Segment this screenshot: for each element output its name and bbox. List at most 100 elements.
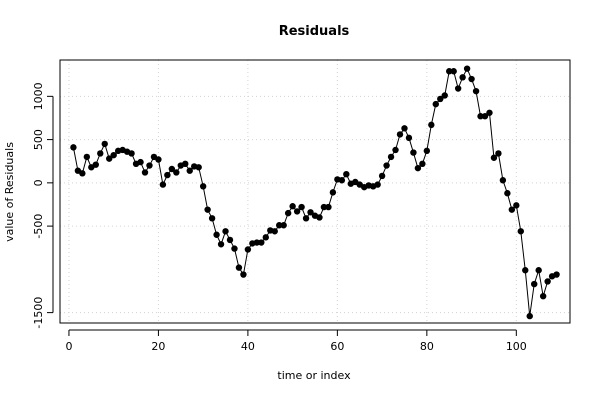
x-tick-label: 40: [241, 340, 255, 353]
data-point: [428, 121, 435, 129]
data-point: [101, 140, 108, 148]
data-point: [307, 209, 314, 216]
data-point: [320, 203, 328, 211]
y-axis-label: value of Residuals: [3, 142, 16, 242]
data-point: [499, 177, 507, 184]
data-point: [92, 161, 99, 168]
data-point: [137, 158, 144, 166]
data-point: [155, 156, 162, 163]
data-point: [383, 162, 390, 169]
data-point: [271, 228, 278, 235]
data-point: [495, 150, 502, 157]
data-point: [204, 206, 211, 213]
data-point: [544, 278, 551, 285]
series-points: [70, 65, 560, 320]
data-point: [289, 203, 296, 210]
data-point: [325, 203, 332, 211]
data-point: [173, 169, 180, 176]
data-point: [522, 267, 529, 274]
plot-frame: [59, 59, 571, 324]
data-point: [146, 162, 153, 169]
chart-title: Residuals: [279, 24, 350, 39]
data-point: [405, 134, 413, 142]
data-point: [128, 150, 135, 157]
data-point: [293, 208, 301, 215]
data-point: [231, 245, 238, 252]
x-tick-label: 80: [420, 340, 434, 353]
data-point: [414, 164, 422, 172]
data-point: [539, 292, 547, 300]
data-point: [472, 87, 480, 95]
data-point: [490, 154, 498, 161]
data-point: [329, 189, 337, 196]
data-point: [535, 267, 542, 274]
data-point: [208, 215, 216, 222]
data-point: [392, 146, 399, 154]
data-point: [454, 85, 462, 92]
data-point: [468, 75, 475, 83]
series-line: [72, 67, 557, 317]
data-point: [280, 222, 287, 229]
data-point: [226, 236, 234, 244]
data-point: [213, 231, 220, 238]
data-point: [164, 171, 171, 179]
data-point: [343, 170, 350, 178]
data-point: [450, 68, 457, 75]
data-point: [446, 68, 453, 75]
data-point: [195, 164, 202, 171]
data-point: [302, 215, 310, 222]
y-tick-label: -1500: [32, 297, 45, 329]
data-point: [240, 271, 247, 278]
data-point: [83, 153, 91, 161]
data-point: [553, 271, 560, 278]
grid: [60, 60, 570, 323]
data-point: [222, 228, 229, 235]
data-point: [508, 206, 516, 213]
data-point: [186, 167, 193, 174]
data-point: [141, 169, 149, 176]
data-point: [437, 95, 444, 103]
y-tick-label: 500: [32, 129, 45, 150]
data-point: [110, 151, 117, 159]
x-tick-label: 60: [330, 340, 344, 353]
x-tick-label: 100: [506, 340, 527, 353]
data-point: [517, 228, 524, 235]
data-point: [531, 280, 538, 288]
data-point: [463, 65, 471, 72]
data-point: [79, 170, 86, 177]
data-point: [262, 234, 269, 241]
data-point: [199, 183, 207, 190]
x-tick-label: 20: [151, 340, 165, 353]
data-point: [504, 190, 511, 197]
data-point: [459, 74, 466, 81]
data-point: [374, 181, 381, 188]
data-point: [419, 160, 426, 168]
x-tick-label: 0: [65, 340, 72, 353]
data-point: [481, 113, 489, 120]
data-point: [253, 239, 261, 246]
data-point: [477, 113, 484, 120]
y-tick-label: 1000: [32, 82, 45, 110]
data-point: [396, 131, 404, 138]
data-point: [298, 203, 305, 211]
data-point: [338, 177, 346, 184]
data-point: [159, 181, 167, 188]
data-point: [432, 100, 439, 108]
data-point: [97, 150, 104, 157]
x-axis: 0 20 40 60 80 100: [65, 329, 527, 353]
data-point: [441, 92, 448, 99]
y-tick-label: -500: [32, 214, 45, 239]
data-point: [235, 264, 243, 271]
data-point: [401, 125, 408, 132]
data-point: [387, 153, 395, 161]
data-point: [316, 214, 323, 221]
x-axis-label: time or index: [277, 369, 351, 382]
data-point: [217, 241, 225, 248]
data-point: [168, 165, 176, 173]
data-point: [513, 202, 520, 209]
data-point: [182, 160, 189, 168]
data-point: [70, 144, 77, 151]
data-point: [486, 109, 493, 116]
data-point: [276, 222, 283, 229]
